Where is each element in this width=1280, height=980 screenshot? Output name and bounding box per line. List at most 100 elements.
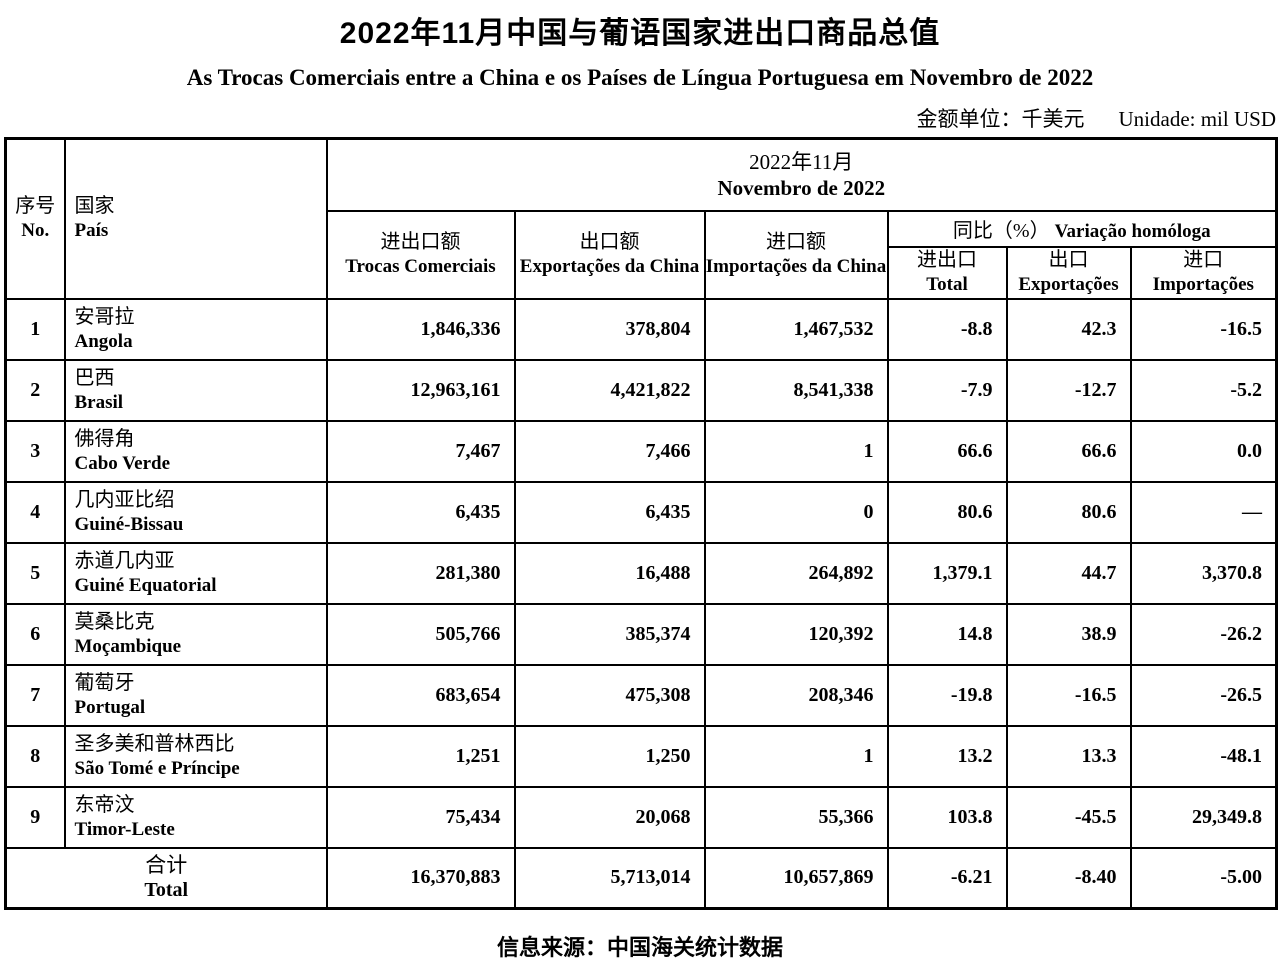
country-cell: 巴西 Brasil	[63, 358, 328, 422]
imports-value: 208,346	[703, 663, 889, 727]
table-row: 6 莫桑比克 Moçambique 505,766 385,374 120,392…	[4, 602, 1278, 666]
header-imports: 进口额 Importações da China	[703, 209, 889, 300]
country-cell: 佛得角 Cabo Verde	[63, 419, 328, 483]
yoy-exports-value: 80.6	[1005, 480, 1132, 544]
header-country-zh: 国家	[74, 195, 115, 218]
header-yoy-total-zh: 进出口	[917, 249, 977, 272]
table-row: 7 葡萄牙 Portugal 683,654 475,308 208,346 -1…	[4, 663, 1278, 727]
country-name-zh: 几内亚比绍	[74, 488, 175, 511]
yoy-total-value: 103.8	[886, 785, 1008, 849]
yoy-imports-value: 29,349.8	[1129, 785, 1278, 849]
header-trade-zh: 进出口额	[380, 231, 461, 254]
total-label-zh: 合计	[145, 853, 188, 878]
country-name-zh: 葡萄牙	[74, 671, 135, 694]
yoy-total-value: 80.6	[886, 480, 1008, 544]
imports-value: 55,366	[703, 785, 889, 849]
yoy-total-value: -19.8	[886, 663, 1008, 727]
yoy-imports-value: —	[1129, 480, 1278, 544]
header-exports: 出口额 Exportações da China	[513, 209, 706, 300]
table-row: 1 安哥拉 Angola 1,846,336 378,804 1,467,532 …	[4, 297, 1278, 361]
country-name-pt: Portugal	[74, 696, 146, 718]
page-title: 2022年11月中国与葡语国家进出口商品总值	[339, 17, 941, 50]
trade-value: 6,435	[325, 480, 516, 544]
header-no-pt: No.	[21, 220, 50, 242]
yoy-total-value: -7.9	[886, 358, 1008, 422]
exports-value: 1,250	[513, 724, 706, 788]
header-trade: 进出口额 Trocas Comerciais	[325, 209, 516, 300]
trade-table: 序号 No. 国家 País 2022年11月 Novembro de 2022…	[4, 137, 1279, 910]
trade-value: 281,380	[325, 541, 516, 605]
country-name-pt: Moçambique	[74, 635, 182, 657]
yoy-exports-value: 66.6	[1005, 419, 1132, 483]
yoy-total-value: -8.8	[886, 297, 1008, 361]
header-row-yoy: 进出口额 Trocas Comerciais 出口额 Exportações d…	[6, 209, 1278, 300]
header-yoy-exports: 出口 Exportações	[1005, 245, 1132, 300]
yoy-imports-value: -26.2	[1129, 602, 1278, 666]
country-cell: 几内亚比绍 Guiné-Bissau	[63, 480, 328, 544]
yoy-imports-value: -16.5	[1129, 297, 1278, 361]
header-row-period: 序号 No. 国家 País 2022年11月 Novembro de 2022	[4, 137, 1278, 300]
row-no: 3	[4, 419, 66, 483]
total-label: 合计 Total	[4, 846, 328, 910]
header-imports-zh: 进口额	[766, 231, 826, 254]
yoy-total-value: 13.2	[886, 724, 1008, 788]
yoy-total-value: 66.6	[886, 419, 1008, 483]
country-name-pt: Guiné-Bissau	[74, 513, 184, 535]
imports-value: 1	[703, 419, 889, 483]
exports-value: 6,435	[513, 480, 706, 544]
unit-line: 金额单位：千美元 Unidade: mil USD	[4, 103, 1277, 133]
row-no: 8	[4, 724, 66, 788]
country-name-zh: 圣多美和普林西比	[74, 732, 235, 755]
exports-value: 475,308	[513, 663, 706, 727]
exports-value: 4,421,822	[513, 358, 706, 422]
exports-value: 20,068	[513, 785, 706, 849]
table-row: 3 佛得角 Cabo Verde 7,467 7,466 1 66.6 66.6 …	[4, 419, 1278, 483]
row-no: 6	[4, 602, 66, 666]
country-name-pt: Angola	[74, 330, 133, 352]
country-name-pt: Brasil	[74, 391, 124, 413]
header-exports-pt: Exportações da China	[519, 256, 700, 278]
exports-value: 7,466	[513, 419, 706, 483]
country-name-zh: 巴西	[74, 366, 115, 389]
row-no: 4	[4, 480, 66, 544]
imports-value: 1	[703, 724, 889, 788]
trade-value: 683,654	[325, 663, 516, 727]
yoy-imports-value: 3,370.8	[1129, 541, 1278, 605]
country-cell: 安哥拉 Angola	[63, 297, 328, 361]
imports-value: 8,541,338	[703, 358, 889, 422]
yoy-exports-value: -16.5	[1005, 663, 1132, 727]
exports-value: 16,488	[513, 541, 706, 605]
header-period-zh: 2022年11月	[749, 149, 854, 174]
total-imports-value: 10,657,869	[703, 846, 889, 910]
row-no: 1	[4, 297, 66, 361]
trade-value: 75,434	[325, 785, 516, 849]
exports-value: 378,804	[513, 297, 706, 361]
yoy-exports-value: -12.7	[1005, 358, 1132, 422]
trade-value: 1,846,336	[325, 297, 516, 361]
yoy-total-value: 14.8	[886, 602, 1008, 666]
unit-label-pt: Unidade: mil USD	[1118, 107, 1277, 131]
country-name-zh: 东帝汶	[74, 793, 135, 816]
imports-value: 264,892	[703, 541, 889, 605]
imports-value: 1,467,532	[703, 297, 889, 361]
yoy-exports-value: 13.3	[1005, 724, 1132, 788]
total-exports-value: 5,713,014	[513, 846, 706, 910]
unit-label-zh: 金额单位：千美元	[916, 107, 1085, 131]
header-exports-zh: 出口额	[579, 231, 640, 254]
yoy-exports-value: 42.3	[1005, 297, 1132, 361]
trade-value: 1,251	[325, 724, 516, 788]
header-country-pt: País	[74, 220, 109, 242]
country-cell: 莫桑比克 Moçambique	[63, 602, 328, 666]
header-row-yoy-sub: 进出口 Total 出口 Exportações 进口 Importações	[6, 245, 1278, 300]
country-cell: 东帝汶 Timor-Leste	[63, 785, 328, 849]
header-trade-pt: Trocas Comerciais	[345, 256, 496, 278]
country-name-zh: 佛得角	[74, 427, 135, 450]
yoy-exports-value: 44.7	[1005, 541, 1132, 605]
exports-value: 385,374	[513, 602, 706, 666]
yoy-total-value: 1,379.1	[886, 541, 1008, 605]
row-no: 2	[4, 358, 66, 422]
country-name-pt: Timor-Leste	[74, 818, 175, 840]
total-trade-value: 16,370,883	[325, 846, 516, 910]
country-name-pt: Cabo Verde	[74, 452, 171, 474]
